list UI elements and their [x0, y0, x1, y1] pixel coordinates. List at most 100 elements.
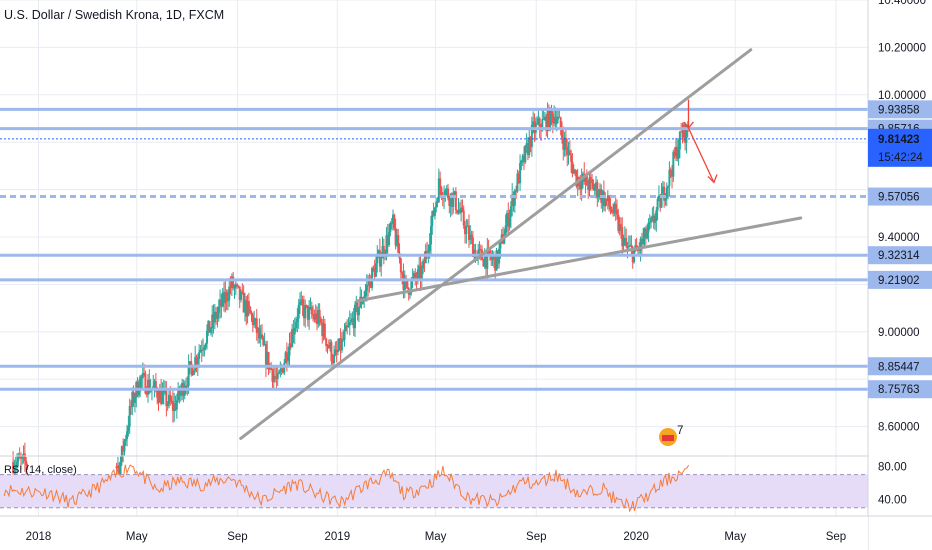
candle-body [435, 201, 438, 208]
candle-body [263, 344, 266, 346]
candle-body [221, 292, 224, 307]
candle-body [329, 342, 332, 348]
candle-body [664, 197, 667, 201]
candle-body [520, 160, 523, 164]
time-tick-label: Sep [227, 531, 247, 543]
countdown-label: 15:42:24 [878, 152, 923, 164]
candle-body [657, 195, 660, 200]
candle-body [684, 124, 687, 143]
candle-body [228, 286, 231, 301]
candle-body [551, 113, 554, 124]
candle-body [271, 369, 274, 382]
candle-body [274, 375, 277, 378]
candle-body [532, 121, 535, 125]
candle-body [194, 357, 197, 371]
candle-body [638, 249, 641, 251]
candle-body [120, 446, 123, 462]
candle-body [278, 372, 281, 374]
candle-body [185, 385, 188, 390]
candle-body [169, 394, 172, 402]
candle-body [240, 291, 243, 300]
candle-body [25, 460, 28, 466]
candle-body [199, 349, 202, 353]
candle-body [423, 260, 426, 264]
candle-body [499, 239, 502, 249]
candle-body [460, 207, 463, 213]
candle-body [563, 137, 566, 150]
candle-body [336, 350, 339, 352]
candle-body [350, 319, 353, 323]
candle-body [444, 190, 447, 197]
candle-body [536, 123, 539, 125]
candle-body [119, 461, 122, 477]
candle-body [618, 224, 621, 231]
candle-body [547, 109, 550, 129]
candle-body [483, 256, 486, 267]
candle-body [391, 214, 394, 225]
candle-body [373, 268, 376, 277]
candle-body [241, 291, 244, 293]
rsi-tick-label: 80.00 [878, 461, 907, 473]
candle-body [602, 191, 605, 207]
candle-body [669, 169, 672, 174]
candle-body [381, 245, 384, 259]
candle-body [357, 307, 360, 316]
candle-body [174, 403, 177, 410]
candle-body [655, 210, 658, 221]
candle-body [205, 330, 208, 344]
candle-body [247, 301, 250, 308]
candle-body [589, 177, 592, 180]
candle-body [352, 318, 355, 329]
candle-body [427, 250, 430, 253]
candle-body [584, 175, 587, 182]
candle-body [467, 225, 470, 240]
candle-body [390, 223, 393, 225]
candle-body [626, 246, 629, 248]
candle-body [21, 455, 24, 459]
price-tick-label: 9.00000 [878, 327, 920, 339]
level-tag [868, 270, 932, 289]
candle-body [302, 305, 305, 319]
candle-body [288, 343, 291, 356]
candle-body [509, 206, 512, 217]
candle-body [432, 211, 435, 216]
candle-body [466, 225, 469, 227]
candle-body [389, 223, 392, 233]
candle-body [13, 468, 16, 473]
candle-body [361, 300, 364, 304]
candle-body [490, 256, 493, 260]
candle-body [646, 232, 649, 239]
candle-body [131, 392, 134, 407]
candle-body [606, 195, 609, 202]
candle-body [312, 314, 315, 316]
candle-body [209, 328, 212, 333]
candle-body [242, 292, 245, 313]
candle-body [505, 213, 508, 226]
candle-body [471, 237, 474, 258]
candle-body [175, 400, 178, 410]
candle-body [648, 222, 651, 224]
candle-body [495, 250, 498, 271]
candle-body [260, 334, 263, 338]
candle-body [377, 250, 380, 257]
candle-body [484, 256, 487, 269]
candle-body [118, 465, 121, 477]
candle-body [663, 186, 666, 201]
time-tick-label: May [425, 531, 447, 543]
candle-body [291, 328, 294, 348]
candle-body [550, 108, 553, 114]
candle-body [220, 299, 223, 307]
candle-body [522, 155, 525, 163]
candle-body [665, 187, 668, 198]
candle-body [608, 195, 611, 207]
candle-body [543, 116, 546, 119]
candle-body [157, 397, 160, 403]
candle-body [314, 313, 317, 320]
price-tick-label: 10.20000 [878, 42, 926, 54]
candle-body [376, 256, 379, 264]
candle-body [668, 169, 671, 186]
candle-body [486, 248, 489, 269]
candle-body [682, 124, 685, 138]
candle-body [229, 286, 232, 288]
candle-body [555, 119, 558, 124]
